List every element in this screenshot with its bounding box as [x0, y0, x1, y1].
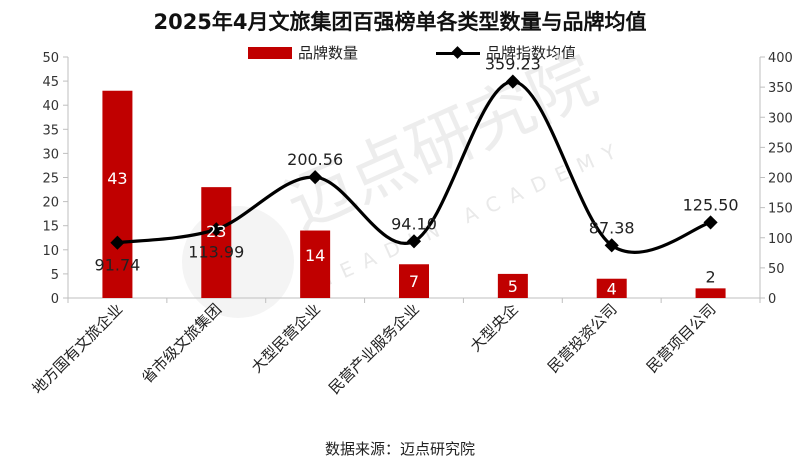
bar: [300, 230, 331, 298]
bar: [201, 187, 232, 298]
bar: [596, 278, 627, 298]
bar-value-label: 43: [107, 169, 127, 188]
legend-line-label: 品牌指数均值: [486, 44, 577, 62]
legend-item-bar: 品牌数量: [248, 42, 358, 63]
x-tick-label: 省市级文旅集团: [138, 300, 225, 387]
bar: [695, 288, 726, 298]
x-tick-label: 大型央企: [467, 300, 522, 355]
y-right-tick-label: 250: [768, 141, 793, 156]
y-left-tick-label: 50: [42, 51, 59, 66]
line-value-label: 91.74: [95, 256, 141, 275]
bar: [102, 90, 133, 299]
x-tick-label: 地方国有文旅企业: [29, 300, 127, 398]
line-value-label: 359.23: [485, 55, 541, 74]
bar: [399, 264, 429, 298]
bar-value-label: 5: [508, 277, 518, 296]
line-value-label: 113.99: [188, 242, 244, 261]
bar-series: [102, 90, 726, 299]
y-left-tick-label: 10: [42, 244, 59, 259]
y-left-tick-label: 20: [42, 196, 59, 211]
line-value-label: 87.38: [589, 218, 635, 237]
y-left-tick-label: 35: [42, 123, 59, 138]
y-right-tick-label: 0: [768, 292, 776, 307]
bar: [497, 273, 528, 298]
x-tick-label: 民营投资公司: [544, 300, 620, 376]
line-marker: [209, 222, 224, 237]
bar-value-label: 2: [705, 267, 715, 286]
bar-value-label: 23: [206, 222, 226, 241]
y-right-tick-label: 50: [768, 262, 785, 277]
source-note: 数据来源：迈点研究院: [324, 440, 475, 458]
legend-item-line: 品牌指数均值: [436, 42, 576, 63]
line-marker: [406, 234, 422, 249]
line-value-label: 94.10: [391, 214, 437, 233]
legend-line-swatch: [436, 45, 480, 59]
y-right-tick-label: 150: [768, 202, 793, 217]
y-left-tick-label: 25: [42, 172, 59, 187]
y-right-tick-label: 400: [768, 51, 793, 66]
y-left-tick-label: 45: [42, 75, 59, 90]
y-left-tick-label: 30: [42, 147, 59, 162]
legend-bar-swatch: [248, 46, 292, 59]
y-left-tick-label: 40: [42, 99, 59, 114]
y-left-tick-label: 5: [51, 268, 59, 283]
y-left-tick-label: 15: [42, 220, 59, 235]
legend: 品牌数量 品牌指数均值: [0, 42, 800, 62]
chart-title: 2025年4月文旅集团百强榜单各类型数量与品牌均值: [153, 10, 647, 34]
y-right-tick-label: 300: [768, 111, 793, 126]
bar-value-label: 4: [607, 279, 617, 298]
y-right-tick-label: 100: [768, 232, 793, 247]
legend-bar-label: 品牌数量: [298, 44, 359, 62]
y-right-tick-label: 350: [768, 81, 793, 96]
line-marker: [703, 215, 718, 230]
line-value-label: 125.50: [683, 195, 739, 214]
line-marker: [308, 170, 323, 185]
watermark-logo: [182, 206, 294, 318]
y-right-tick-label: 200: [768, 172, 793, 187]
bar-value-label: 14: [305, 246, 325, 265]
y-left-tick-label: 0: [51, 292, 59, 307]
line-marker: [604, 238, 619, 253]
bar-value-label: 7: [409, 272, 419, 291]
line-value-label: 200.56: [287, 150, 343, 169]
x-tick-label: 民营项目公司: [643, 300, 719, 376]
data-labels: 43 23 14 7 5 4 2 91.74 113.99 200.56 94.10 359.23 87…: [95, 55, 739, 299]
x-tick-label: 民营产业服务企业: [325, 300, 423, 398]
